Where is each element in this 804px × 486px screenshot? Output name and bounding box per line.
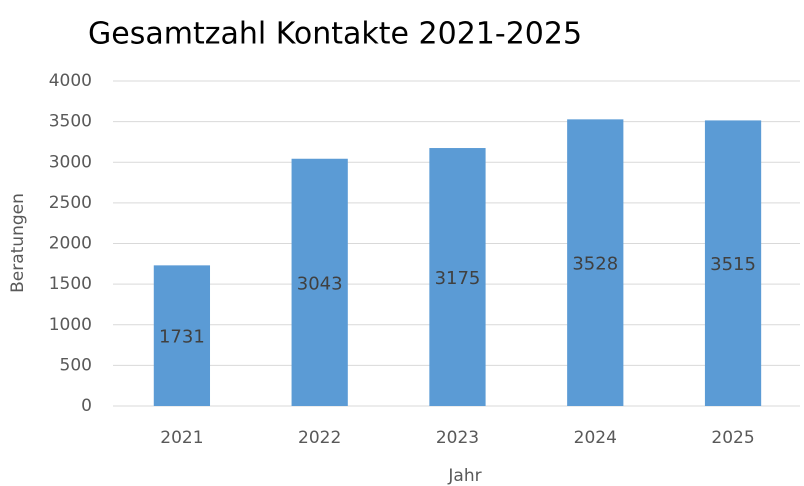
chart-title: Gesamtzahl Kontakte 2021-2025 <box>88 17 582 52</box>
y-tick-label: 1000 <box>49 315 92 335</box>
x-tick-label: 2024 <box>574 428 617 448</box>
x-tick-label: 2023 <box>436 428 479 448</box>
data-label: 3175 <box>435 268 481 289</box>
bar <box>429 148 486 406</box>
y-tick-label: 1500 <box>49 274 92 294</box>
x-tick-label: 2022 <box>298 428 341 448</box>
bar <box>704 120 762 406</box>
bar <box>153 265 211 406</box>
data-label: 3515 <box>710 254 756 275</box>
y-tick-label: 0 <box>81 396 92 416</box>
data-label: 3043 <box>297 273 343 294</box>
y-tick-label: 3500 <box>49 112 92 132</box>
x-tick-label: 2025 <box>711 428 754 448</box>
y-tick-label: 2500 <box>49 193 92 213</box>
x-axis-label: Jahr <box>447 466 481 486</box>
bar <box>567 119 624 406</box>
y-tick-label: 500 <box>60 355 92 375</box>
data-label: 1731 <box>159 327 205 348</box>
x-tick-label: 2021 <box>160 428 203 448</box>
y-axis-label: Beratungen <box>8 193 28 293</box>
y-tick-label: 3000 <box>49 152 92 172</box>
data-label: 3528 <box>572 254 618 275</box>
y-tick-label: 2000 <box>49 234 92 254</box>
y-tick-label: 4000 <box>49 71 92 91</box>
bar <box>291 158 348 406</box>
